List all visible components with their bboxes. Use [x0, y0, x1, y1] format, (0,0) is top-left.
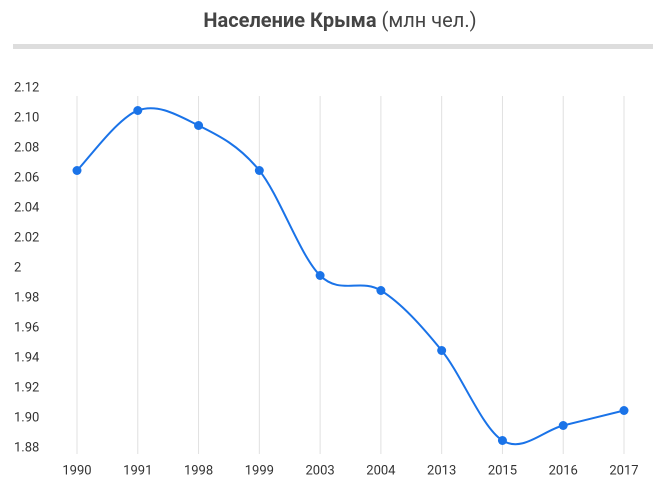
x-tick-label: 2003	[305, 463, 334, 478]
point	[437, 346, 447, 355]
title-underline	[13, 44, 653, 49]
chart-title-group: Население Крыма (млн чел.)	[203, 8, 476, 32]
chart-subtitle: (млн чел.)	[382, 8, 477, 32]
x-tick-label: 1999	[245, 463, 274, 478]
x-tick-label: 1991	[123, 463, 152, 478]
x-tick-label: 2015	[488, 463, 517, 478]
y-tick-label: 1.92	[14, 380, 39, 395]
y-tick-label: 1.98	[14, 290, 39, 305]
y-tick-label: 2	[14, 260, 21, 275]
y-tick-label: 2.02	[14, 230, 39, 245]
point	[133, 106, 143, 115]
y-tick-label: 2.04	[14, 200, 40, 215]
point	[619, 406, 629, 415]
y-tick-label: 2.10	[14, 110, 39, 125]
line	[76, 107, 625, 446]
point	[254, 166, 264, 175]
y-tick-label: 1.90	[14, 410, 39, 425]
x-tick-label: 1990	[62, 463, 91, 478]
y-tick-label: 1.94	[14, 350, 40, 365]
point	[72, 166, 82, 175]
point	[315, 271, 325, 280]
x-tick-label: 2013	[427, 463, 456, 478]
x-tick-label: 1998	[184, 463, 213, 478]
y-tick-label: 2.08	[14, 140, 39, 155]
y-tick-label: 2.06	[14, 170, 39, 185]
y-tick-label: 1.88	[14, 440, 39, 455]
x-tick-label: 2016	[549, 463, 578, 478]
x-tick-label: 2017	[609, 463, 638, 478]
point	[558, 421, 568, 430]
point	[194, 121, 204, 130]
chart-title: Население Крыма	[203, 8, 376, 32]
y-tick-label: 2.12	[14, 80, 39, 95]
x-tick-label: 2004	[366, 463, 396, 478]
y-tick-label: 1.96	[14, 320, 39, 335]
point	[376, 286, 386, 295]
point	[497, 436, 507, 445]
